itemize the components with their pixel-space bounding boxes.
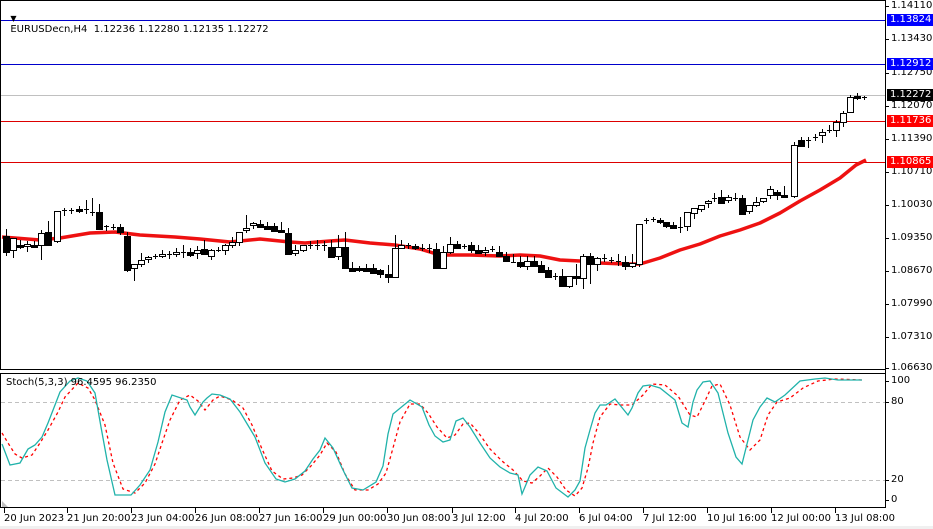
stoch-indicator-title: Stoch(5,3,3) 96.4595 96.2350 — [6, 377, 157, 388]
time-tick-label: 4 Jul 20:00 — [515, 513, 569, 524]
chart-title: ▼ EURUSDecn,H4 1.12236 1.12280 1.12135 1… — [4, 2, 269, 35]
price-tick-label: 1.14110 — [891, 0, 933, 11]
price-tick-label: 1.06630 — [891, 362, 933, 373]
stoch-level-label: 20 — [891, 474, 904, 485]
price-tick-label: 1.08670 — [891, 265, 933, 276]
corner-marker-icon — [2, 501, 8, 507]
stoch-panel-frame — [0, 373, 886, 508]
time-axis-ticks — [4, 508, 836, 513]
symbol-ohlc-text: EURUSDecn,H4 1.12236 1.12280 1.12135 1.1… — [10, 24, 269, 35]
price-tag: 1.12272 — [887, 89, 933, 101]
price-tick-label: 1.13430 — [891, 33, 933, 44]
price-tick-label: 1.09350 — [891, 232, 933, 243]
time-tick-label: 7 Jul 12:00 — [643, 513, 697, 524]
price-tick-label: 1.11390 — [891, 133, 933, 144]
triangle-down-icon[interactable]: ▼ — [10, 14, 17, 23]
time-tick-label: 10 Jul 16:00 — [707, 513, 767, 524]
stoch-level-label: 0 — [891, 494, 898, 505]
price-tick-label: 1.10710 — [891, 166, 933, 177]
price-axis-ticks — [885, 6, 889, 369]
stoch-lines — [1, 377, 863, 498]
price-tag: 1.12912 — [887, 58, 933, 70]
time-tick-label: 27 Jun 16:00 — [259, 513, 323, 524]
price-tag: 1.11736 — [887, 115, 933, 127]
stoch-level-label: 80 — [891, 396, 904, 407]
stoch-level-lines — [1, 381, 889, 501]
time-tick-label: 23 Jun 04:00 — [131, 513, 195, 524]
time-tick-label: 29 Jun 00:00 — [323, 513, 387, 524]
price-tag: 1.13824 — [887, 14, 933, 26]
price-tag: 1.10865 — [887, 156, 933, 168]
price-tick-label: 1.12750 — [891, 67, 933, 78]
time-tick-label: 12 Jul 00:00 — [771, 513, 831, 524]
horizontal-lines — [1, 20, 885, 163]
time-tick-label: 3 Jul 12:00 — [452, 513, 506, 524]
price-tick-label: 1.12070 — [891, 100, 933, 111]
time-tick-label: 21 Jun 20:00 — [67, 513, 131, 524]
time-tick-label: 26 Jun 08:00 — [195, 513, 259, 524]
main-panel-frame — [0, 0, 886, 370]
bottom-strip — [0, 526, 933, 529]
price-tick-label: 1.07990 — [891, 298, 933, 309]
time-tick-label: 30 Jun 08:00 — [387, 513, 451, 524]
candlestick-series — [3, 93, 867, 289]
price-tick-label: 1.07310 — [891, 331, 933, 342]
time-tick-label: 13 Jul 08:00 — [835, 513, 895, 524]
time-tick-label: 20 Jun 2023 — [4, 513, 65, 524]
stoch-level-label: 100 — [891, 375, 911, 386]
price-tick-label: 1.10030 — [891, 199, 933, 210]
time-tick-label: 6 Jul 04:00 — [579, 513, 633, 524]
